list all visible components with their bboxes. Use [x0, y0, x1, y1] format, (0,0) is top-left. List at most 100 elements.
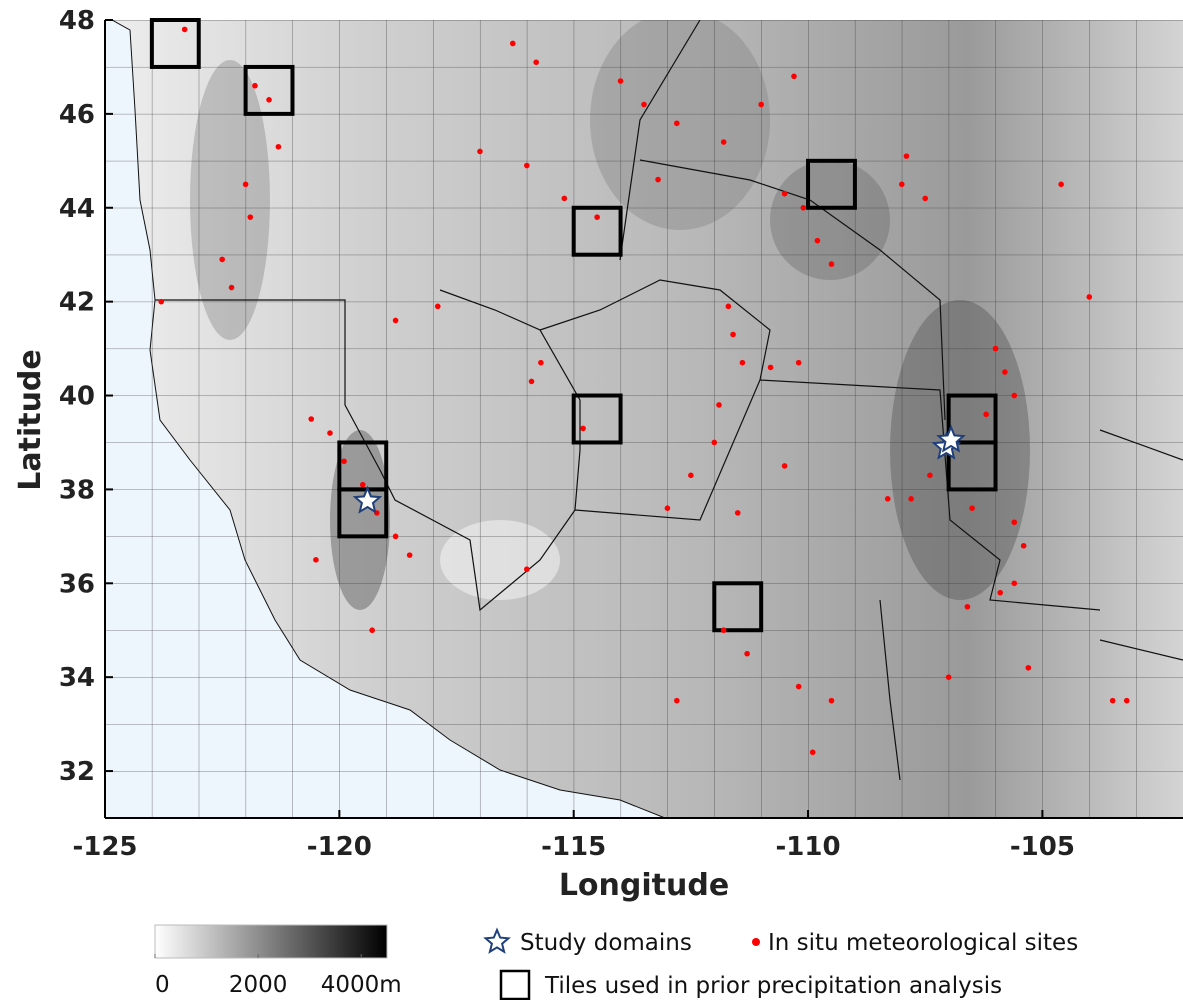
x-tick-label: -125 — [72, 832, 137, 862]
site — [594, 214, 600, 220]
site — [266, 97, 272, 103]
y-tick-label: 44 — [59, 194, 95, 224]
legend-marker — [752, 938, 760, 946]
site — [529, 379, 535, 385]
site — [782, 191, 788, 197]
site — [965, 604, 971, 610]
site — [721, 139, 727, 145]
site — [219, 257, 225, 263]
site — [1011, 519, 1017, 525]
site — [1058, 181, 1064, 187]
site — [538, 360, 544, 366]
y-tick-label: 34 — [59, 663, 95, 693]
site — [768, 365, 774, 371]
map-background — [105, 10, 1183, 818]
x-tick-label: -120 — [307, 832, 372, 862]
site — [360, 482, 366, 488]
site — [946, 674, 952, 680]
site — [829, 261, 835, 267]
site — [243, 181, 249, 187]
site — [735, 510, 741, 516]
y-tick-label: 38 — [59, 475, 95, 505]
site — [327, 430, 333, 436]
site — [716, 402, 722, 408]
site — [712, 440, 718, 446]
site — [393, 318, 399, 324]
site — [1026, 665, 1032, 671]
site — [1011, 580, 1017, 586]
colorbar — [155, 925, 387, 958]
colorbar-tick-label: 4000m — [321, 972, 402, 998]
y-tick-label: 46 — [59, 100, 95, 130]
site — [407, 552, 413, 558]
x-tick-label: -110 — [776, 832, 841, 862]
site — [158, 299, 164, 305]
site — [1124, 698, 1130, 704]
site — [829, 698, 835, 704]
colorbar-tick-label: 2000 — [229, 972, 288, 998]
site — [618, 78, 624, 84]
site — [308, 416, 314, 422]
legend-marker — [501, 971, 529, 999]
site — [182, 27, 188, 33]
site — [393, 534, 399, 540]
site — [477, 149, 483, 155]
site — [993, 346, 999, 352]
site — [510, 41, 516, 47]
site — [791, 74, 797, 80]
site — [885, 496, 891, 502]
colorbar-tick-label: 0 — [155, 972, 170, 998]
site — [665, 505, 671, 511]
site — [276, 144, 282, 150]
site — [721, 627, 727, 633]
site — [927, 473, 933, 479]
site — [655, 177, 661, 183]
site — [782, 463, 788, 469]
site — [983, 412, 989, 418]
site — [1021, 543, 1027, 549]
legend-label: Tiles used in prior precipitation analys… — [544, 973, 1002, 999]
site — [969, 505, 975, 511]
tile-grid — [105, 20, 1183, 818]
site — [247, 214, 253, 220]
site — [810, 749, 816, 755]
site — [369, 627, 375, 633]
site — [908, 496, 914, 502]
site — [674, 120, 680, 126]
site — [899, 181, 905, 187]
site — [730, 332, 736, 338]
site — [524, 566, 530, 572]
site — [580, 426, 586, 432]
site — [435, 304, 441, 310]
site — [744, 651, 750, 657]
y-axis-label: Latitude — [13, 349, 48, 491]
site — [796, 684, 802, 690]
legend-marker — [486, 930, 509, 952]
y-tick-label: 48 — [59, 6, 95, 36]
site — [997, 590, 1003, 596]
map-figure: Longitude Latitude -125 -120 -115 -110 -105 3… — [0, 0, 1183, 1000]
site — [688, 473, 694, 479]
site — [1110, 698, 1116, 704]
legend-label: In situ meteorological sites — [768, 930, 1078, 956]
x-axis-label: Longitude — [559, 868, 729, 903]
site — [562, 196, 568, 202]
site — [341, 458, 347, 464]
site — [922, 196, 928, 202]
y-tick-label: 40 — [59, 382, 95, 412]
site — [524, 163, 530, 169]
y-tick-label: 42 — [59, 288, 95, 318]
site — [533, 59, 539, 65]
legend-label: Study domains — [520, 930, 692, 956]
site — [904, 153, 910, 159]
x-tick-label: -115 — [541, 832, 606, 862]
site — [801, 205, 807, 211]
site — [313, 557, 319, 563]
x-tick-label: -105 — [1010, 832, 1075, 862]
site — [796, 360, 802, 366]
site — [758, 102, 764, 108]
site — [252, 83, 258, 89]
site — [1002, 369, 1008, 375]
site — [740, 360, 746, 366]
y-tick-label: 36 — [59, 569, 95, 599]
